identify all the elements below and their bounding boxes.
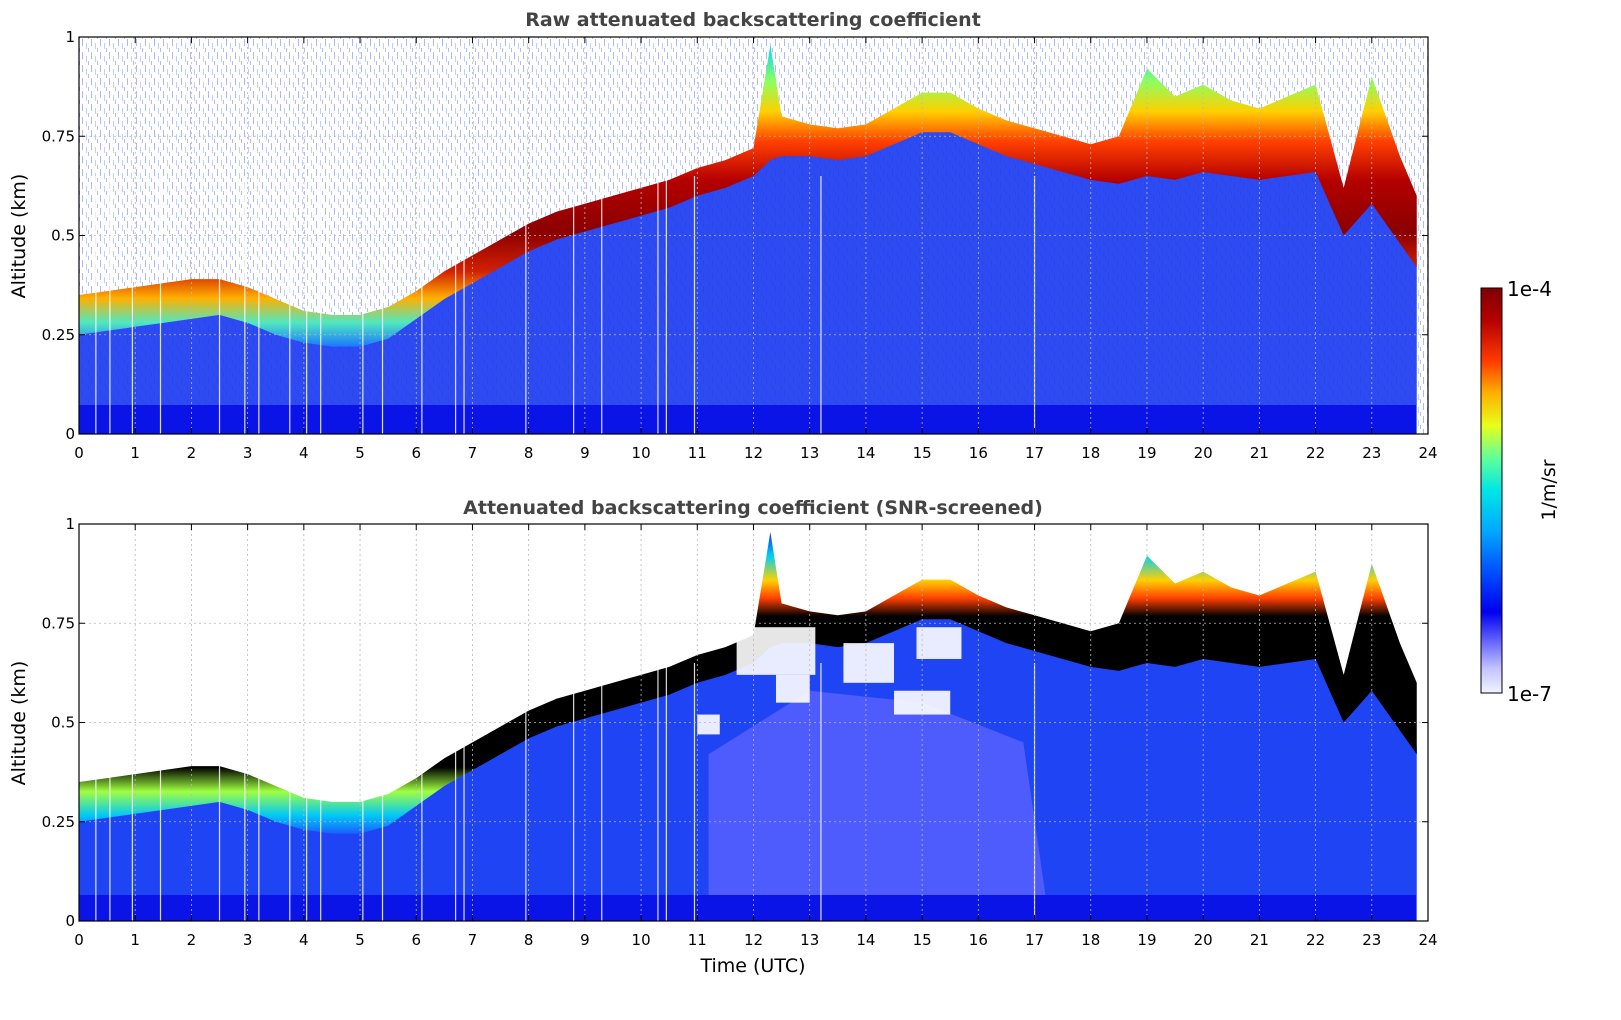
data-gap-lines — [95, 175, 1036, 434]
screened-patch — [916, 627, 962, 659]
x-tick-label: 2 — [187, 931, 197, 949]
y-tick-label: 0.25 — [42, 813, 75, 831]
grid — [78, 523, 1429, 922]
x-tick-label: 17 — [1025, 931, 1044, 949]
x-tick-label: 12 — [744, 444, 763, 462]
x-tick-label: 4 — [299, 931, 309, 949]
colorbar: 1e-4 1e-7 1/m/sr — [1480, 277, 1560, 706]
x-tick-label: 20 — [1194, 931, 1213, 949]
x-tick-label: 16 — [969, 444, 988, 462]
x-axis-ticks: 0 1 2 3 4 5 6 7 8 9 10 11 12 13 14 15 16 17 18 19 20 21 22 23 24 — [74, 37, 1438, 462]
x-tick-label: 0 — [74, 931, 84, 949]
data-gap-lines — [95, 662, 1036, 921]
near-ground-band — [79, 895, 1416, 921]
x-tick-label: 16 — [969, 931, 988, 949]
y-axis-label: Altitude (km) — [8, 174, 30, 299]
x-tick-label: 7 — [468, 931, 478, 949]
x-tick-label: 11 — [688, 931, 707, 949]
x-tick-label: 4 — [299, 444, 309, 462]
x-tick-label: 14 — [856, 444, 875, 462]
x-tick-label: 2 — [187, 444, 197, 462]
screened-patch — [736, 627, 816, 675]
x-tick-label: 14 — [856, 931, 875, 949]
x-tick-label: 22 — [1306, 444, 1325, 462]
x-axis-label: Time (UTC) — [699, 955, 805, 977]
x-tick-label: 17 — [1025, 444, 1044, 462]
x-tick-label: 9 — [580, 931, 590, 949]
x-tick-label: 18 — [1081, 444, 1100, 462]
y-tick-label: 0.25 — [42, 326, 75, 344]
x-tick-label: 23 — [1362, 931, 1381, 949]
x-tick-label: 24 — [1418, 931, 1437, 949]
y-axis-ticks: 0 0.25 0.5 0.75 1 — [42, 515, 1428, 930]
x-tick-label: 24 — [1418, 444, 1437, 462]
y-tick-label: 0.75 — [42, 614, 75, 632]
x-tick-label: 13 — [800, 931, 819, 949]
panel-title: Raw attenuated backscattering coefficien… — [525, 9, 981, 31]
raw-backscatter-panel: 0 1 2 3 4 5 6 7 8 9 10 11 12 13 14 15 16 17 18 19 20 21 22 23 24… — [8, 9, 1438, 462]
y-tick-label: 1 — [65, 515, 75, 533]
x-tick-label: 3 — [243, 931, 253, 949]
x-tick-label: 10 — [632, 931, 651, 949]
aerosol-region — [79, 124, 1417, 434]
y-tick-label: 0.5 — [51, 714, 75, 732]
x-tick-label: 6 — [411, 444, 421, 462]
x-tick-label: 22 — [1306, 931, 1325, 949]
x-tick-label: 15 — [913, 444, 932, 462]
x-tick-label: 6 — [411, 931, 421, 949]
x-tick-label: 15 — [913, 931, 932, 949]
x-tick-label: 21 — [1250, 931, 1269, 949]
x-tick-label: 5 — [355, 931, 365, 949]
y-axis-label: Altitude (km) — [8, 661, 30, 786]
screened-patch — [894, 690, 951, 715]
colorbar-max-label: 1e-4 — [1507, 277, 1552, 301]
y-tick-label: 0 — [65, 425, 75, 443]
x-tick-label: 0 — [74, 444, 84, 462]
x-tick-label: 8 — [524, 931, 534, 949]
x-tick-label: 7 — [468, 444, 478, 462]
screened-patch — [697, 714, 720, 735]
x-tick-label: 18 — [1081, 931, 1100, 949]
x-tick-label: 1 — [130, 444, 140, 462]
x-tick-label: 20 — [1194, 444, 1213, 462]
x-tick-label: 21 — [1250, 444, 1269, 462]
snr-screened-panel: 0 1 2 3 4 5 6 7 8 9 10 11 12 13 14 15 16 17 18 19 20 21 22 23 24… — [8, 497, 1438, 977]
y-axis-ticks: 0 0.25 0.5 0.75 1 — [42, 28, 1428, 443]
screened-patch — [775, 674, 810, 703]
colorbar-scale — [1480, 287, 1503, 694]
colorbar-min-label: 1e-7 — [1507, 682, 1552, 706]
x-tick-label: 11 — [688, 444, 707, 462]
x-tick-label: 1 — [130, 931, 140, 949]
x-tick-label: 10 — [632, 444, 651, 462]
x-tick-label: 9 — [580, 444, 590, 462]
y-tick-label: 1 — [65, 28, 75, 46]
screened-residual-region — [708, 690, 1046, 898]
near-ground-band — [79, 405, 1416, 434]
x-tick-label: 12 — [744, 931, 763, 949]
y-tick-label: 0.5 — [51, 227, 75, 245]
y-tick-label: 0.75 — [42, 127, 75, 145]
screened-patch — [843, 643, 895, 683]
x-tick-label: 13 — [800, 444, 819, 462]
x-tick-label: 5 — [355, 444, 365, 462]
x-tick-label: 23 — [1362, 444, 1381, 462]
colorbar-unit-label: 1/m/sr — [1538, 459, 1560, 520]
y-tick-label: 0 — [65, 912, 75, 930]
x-tick-label: 19 — [1137, 931, 1156, 949]
x-tick-label: 8 — [524, 444, 534, 462]
x-tick-label: 3 — [243, 444, 253, 462]
screened-out-patches — [697, 627, 962, 735]
x-tick-label: 19 — [1137, 444, 1156, 462]
panel-title: Attenuated backscattering coefficient (S… — [463, 497, 1043, 519]
x-axis-ticks: 0 1 2 3 4 5 6 7 8 9 10 11 12 13 14 15 16 17 18 19 20 21 22 23 24 — [74, 524, 1438, 949]
